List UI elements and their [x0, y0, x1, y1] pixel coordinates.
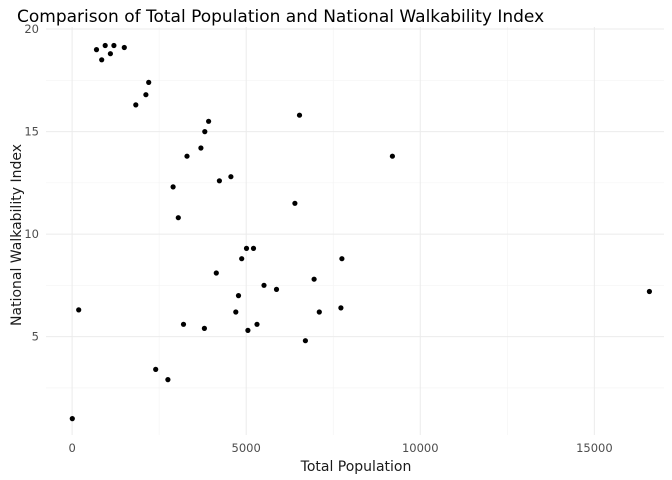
- x-tick-label: 10000: [402, 441, 439, 455]
- data-points: [69, 42, 653, 422]
- data-point: [216, 178, 222, 184]
- data-point: [339, 256, 345, 262]
- y-axis-title: National Walkability Index: [9, 144, 25, 326]
- y-tick-label: 20: [24, 22, 39, 36]
- data-point: [206, 118, 212, 124]
- x-axis-title: Total Population: [300, 459, 412, 475]
- x-tick-label: 15000: [576, 441, 613, 455]
- data-point: [143, 92, 149, 98]
- data-point: [261, 282, 267, 288]
- data-point: [239, 256, 245, 262]
- x-tick-label: 5000: [232, 441, 261, 455]
- data-point: [153, 366, 159, 372]
- data-point: [316, 309, 322, 315]
- tick-labels: 0 5000 10000 15000 5 10 15 20: [24, 22, 612, 455]
- data-point: [198, 145, 204, 151]
- data-point: [273, 286, 280, 292]
- data-point: [311, 276, 317, 282]
- data-point: [296, 112, 303, 118]
- y-tick-label: 15: [24, 125, 39, 139]
- data-point: [202, 129, 208, 135]
- data-point: [338, 305, 344, 311]
- data-point: [107, 51, 113, 57]
- data-point: [165, 377, 171, 383]
- data-point: [235, 293, 242, 299]
- data-point: [213, 270, 219, 276]
- data-point: [76, 307, 82, 313]
- data-point: [245, 327, 251, 333]
- data-point: [133, 102, 139, 108]
- data-point: [111, 42, 117, 49]
- data-point: [228, 174, 234, 180]
- data-point: [69, 416, 75, 422]
- y-tick-label: 10: [24, 227, 39, 241]
- chart-title: Comparison of Total Population and Natio…: [17, 7, 544, 27]
- data-point: [146, 79, 152, 85]
- data-point: [180, 321, 187, 327]
- data-point: [243, 245, 250, 251]
- data-point: [93, 47, 100, 53]
- data-point: [170, 184, 176, 190]
- data-point: [99, 57, 105, 63]
- data-point: [201, 325, 207, 331]
- data-point: [302, 338, 308, 344]
- data-point: [233, 309, 239, 315]
- data-point: [250, 245, 257, 251]
- data-point: [254, 321, 260, 327]
- data-point: [102, 42, 108, 49]
- data-point: [389, 153, 395, 159]
- data-point: [646, 288, 653, 295]
- data-point: [175, 215, 181, 221]
- x-tick-label: 0: [68, 441, 75, 455]
- grid: [46, 27, 664, 435]
- data-point: [184, 153, 190, 159]
- data-point: [121, 44, 127, 51]
- y-tick-label: 5: [32, 330, 39, 344]
- data-point: [292, 200, 298, 206]
